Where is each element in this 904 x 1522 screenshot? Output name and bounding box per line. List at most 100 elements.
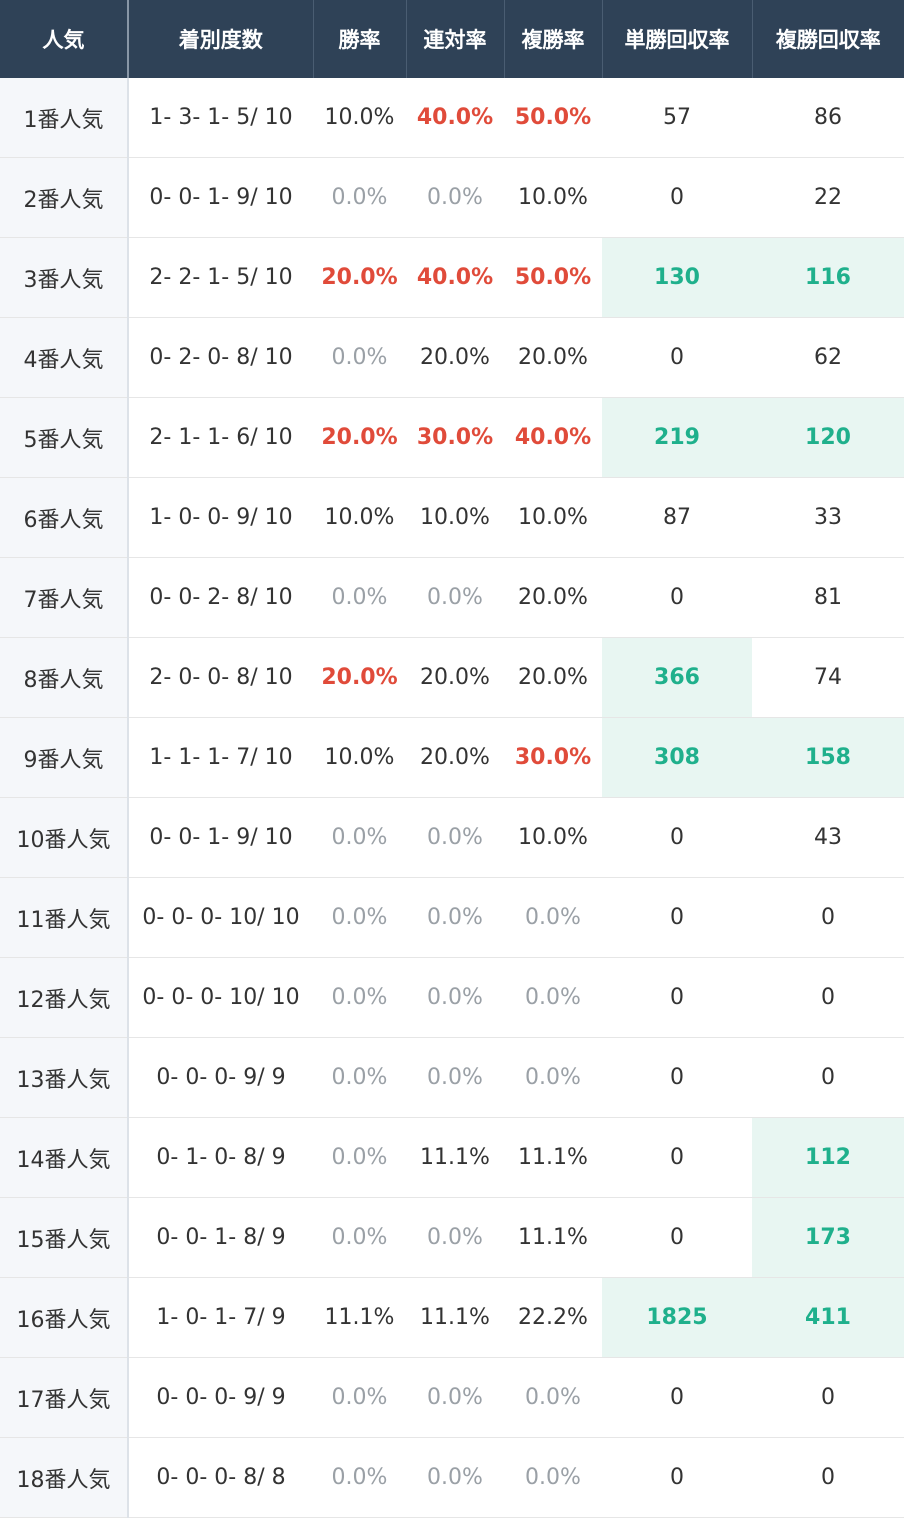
cell: 0.0%	[313, 1437, 406, 1518]
header-row: 人気 着別度数 勝率 連対率 複勝率 単勝回収率 複勝回収率	[0, 0, 904, 78]
cell: 0.0%	[406, 957, 504, 1038]
column-header: 複勝回収率	[751, 0, 904, 78]
cell: 0	[602, 957, 752, 1038]
row-label: 7番人気	[0, 557, 129, 638]
cell: 10.0%	[406, 477, 504, 558]
cell: 11.1%	[406, 1277, 504, 1358]
row-label: 1番人気	[0, 78, 129, 158]
cell: 86	[752, 78, 904, 158]
cell: 20.0%	[504, 317, 602, 398]
cell: 22	[752, 157, 904, 238]
table-row: 12番人気 0- 0- 0- 10/ 10 0.0% 0.0% 0.0% 0 0	[0, 957, 904, 1038]
column-header: 連対率	[405, 0, 504, 78]
cell: 0	[752, 1357, 904, 1438]
row-label: 2番人気	[0, 157, 129, 238]
cell: 0- 0- 0- 8/ 8	[128, 1437, 313, 1518]
table-row: 7番人気 0- 0- 2- 8/ 10 0.0% 0.0% 20.0% 0 81	[0, 557, 904, 638]
cell: 1- 0- 1- 7/ 9	[128, 1277, 313, 1358]
cell: 57	[602, 78, 752, 158]
cell: 40.0%	[406, 237, 504, 318]
cell: 0- 0- 1- 9/ 10	[128, 157, 313, 238]
row-label: 11番人気	[0, 877, 129, 958]
cell: 0.0%	[406, 557, 504, 638]
cell: 43	[752, 797, 904, 878]
cell: 0.0%	[406, 877, 504, 958]
cell: 0	[602, 797, 752, 878]
cell: 0	[602, 877, 752, 958]
cell: 10.0%	[504, 157, 602, 238]
row-label: 15番人気	[0, 1197, 129, 1278]
cell: 0- 0- 0- 9/ 9	[128, 1357, 313, 1438]
cell: 0	[752, 1037, 904, 1118]
row-label: 18番人気	[0, 1437, 129, 1518]
row-label: 4番人気	[0, 317, 129, 398]
cell: 0	[752, 877, 904, 958]
table-row: 1番人気 1- 3- 1- 5/ 10 10.0% 40.0% 50.0% 57 86	[0, 78, 904, 158]
cell: 0- 0- 0- 9/ 9	[128, 1037, 313, 1118]
cell: 11.1%	[406, 1117, 504, 1198]
cell: 0.0%	[504, 1357, 602, 1438]
column-header: 着別度数	[127, 0, 313, 78]
row-label: 13番人気	[0, 1037, 129, 1118]
cell: 22.2%	[504, 1277, 602, 1358]
cell: 0	[602, 557, 752, 638]
cell: 0	[602, 1357, 752, 1438]
cell: 62	[752, 317, 904, 398]
table-row: 4番人気 0- 2- 0- 8/ 10 0.0% 20.0% 20.0% 0 62	[0, 317, 904, 398]
cell: 0- 0- 1- 9/ 10	[128, 797, 313, 878]
cell: 20.0%	[504, 637, 602, 718]
cell: 0.0%	[504, 1037, 602, 1118]
table-body: 1番人気 1- 3- 1- 5/ 10 10.0% 40.0% 50.0% 57 86 2番人…	[0, 78, 904, 1518]
cell: 40.0%	[504, 397, 602, 478]
table-row: 3番人気 2- 2- 1- 5/ 10 20.0% 40.0% 50.0% 130 116	[0, 237, 904, 318]
column-header: 複勝率	[503, 0, 602, 78]
cell: 0.0%	[313, 317, 406, 398]
cell: 20.0%	[406, 317, 504, 398]
cell: 0.0%	[504, 877, 602, 958]
cell: 0- 2- 0- 8/ 10	[128, 317, 313, 398]
cell: 50.0%	[504, 237, 602, 318]
cell: 0	[602, 1437, 752, 1518]
table-row: 16番人気 1- 0- 1- 7/ 9 11.1% 11.1% 22.2% 1825 411	[0, 1277, 904, 1358]
cell: 0- 0- 0- 10/ 10	[128, 877, 313, 958]
table-row: 8番人気 2- 0- 0- 8/ 10 20.0% 20.0% 20.0% 366 74	[0, 637, 904, 718]
cell: 50.0%	[504, 78, 602, 158]
cell: 308	[602, 717, 752, 798]
cell: 173	[752, 1197, 904, 1278]
cell: 0.0%	[504, 1437, 602, 1518]
cell: 0.0%	[406, 157, 504, 238]
cell: 0.0%	[313, 1037, 406, 1118]
column-header: 人気	[0, 0, 128, 78]
cell: 10.0%	[313, 78, 406, 158]
cell: 2- 2- 1- 5/ 10	[128, 237, 313, 318]
row-label: 5番人気	[0, 397, 129, 478]
cell: 81	[752, 557, 904, 638]
cell: 158	[752, 717, 904, 798]
cell: 0.0%	[406, 1037, 504, 1118]
cell: 0	[602, 157, 752, 238]
cell: 0.0%	[406, 1437, 504, 1518]
cell: 411	[752, 1277, 904, 1358]
cell: 0.0%	[406, 1197, 504, 1278]
cell: 0- 0- 0- 10/ 10	[128, 957, 313, 1038]
row-label: 12番人気	[0, 957, 129, 1038]
table-row: 10番人気 0- 0- 1- 9/ 10 0.0% 0.0% 10.0% 0 43	[0, 797, 904, 878]
cell: 0.0%	[406, 1357, 504, 1438]
cell: 0.0%	[313, 1357, 406, 1438]
cell: 0	[752, 957, 904, 1038]
cell: 20.0%	[504, 557, 602, 638]
cell: 33	[752, 477, 904, 558]
table-row: 15番人気 0- 0- 1- 8/ 9 0.0% 0.0% 11.1% 0 173	[0, 1197, 904, 1278]
row-label: 17番人気	[0, 1357, 129, 1438]
cell: 0.0%	[313, 877, 406, 958]
cell: 11.1%	[504, 1117, 602, 1198]
cell: 20.0%	[313, 237, 406, 318]
cell: 0.0%	[313, 957, 406, 1038]
cell: 2- 1- 1- 6/ 10	[128, 397, 313, 478]
cell: 10.0%	[504, 477, 602, 558]
row-label: 9番人気	[0, 717, 129, 798]
cell: 219	[602, 397, 752, 478]
cell: 1- 1- 1- 7/ 10	[128, 717, 313, 798]
cell: 30.0%	[406, 397, 504, 478]
